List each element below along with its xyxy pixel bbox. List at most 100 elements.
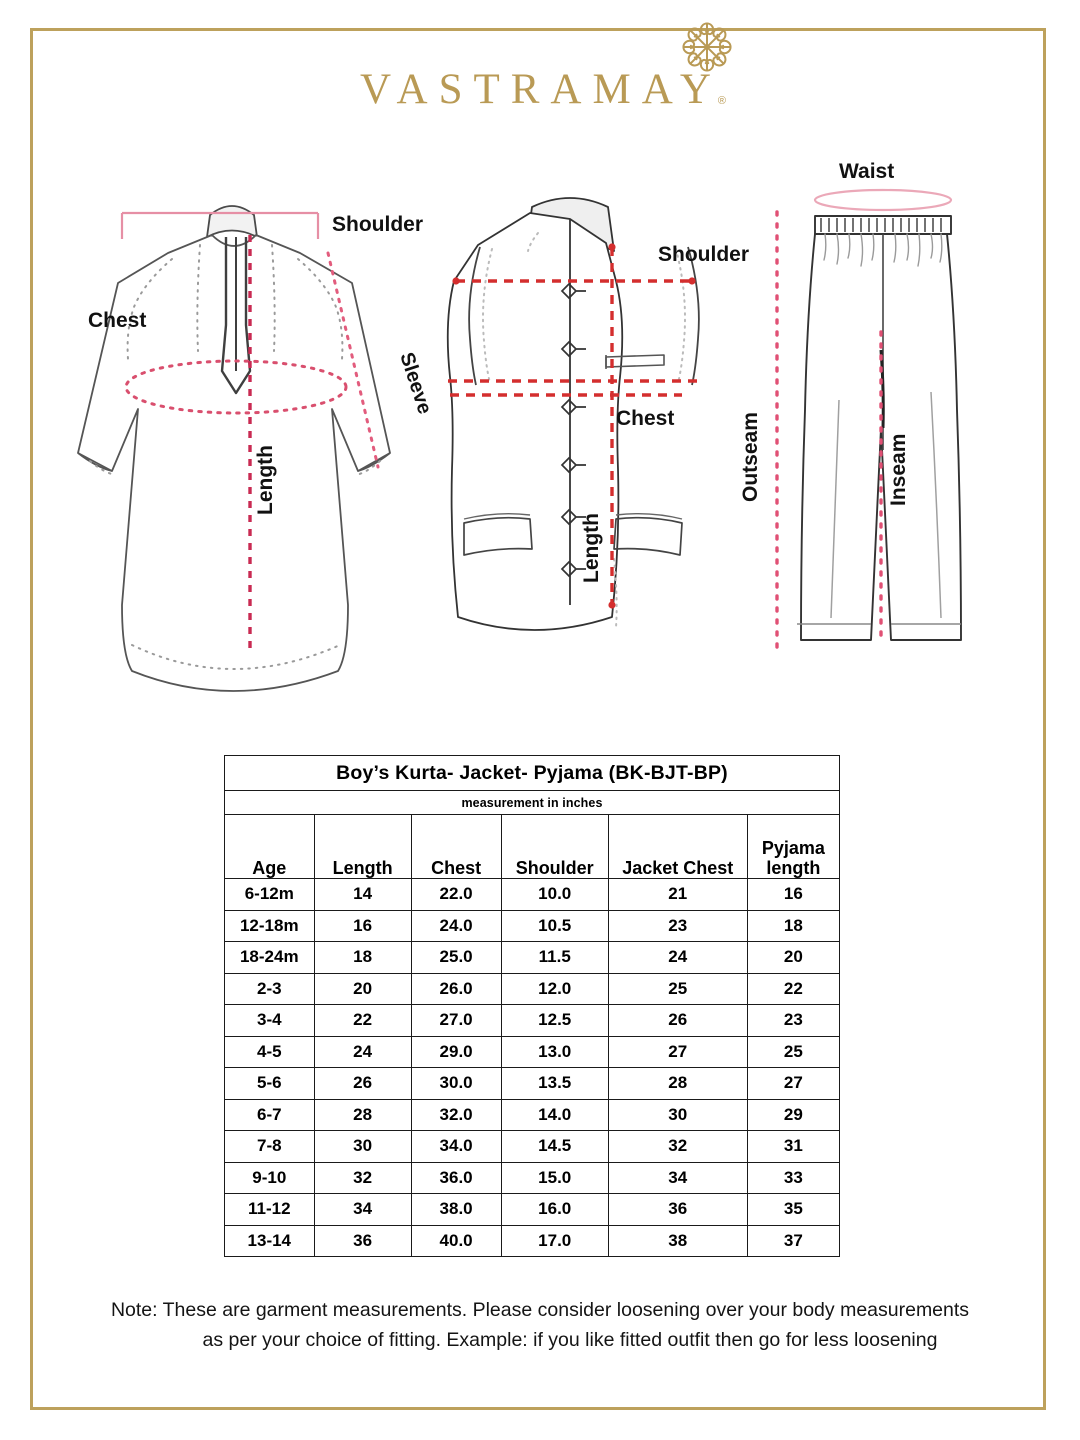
- note-line-1: Note: These are garment measurements. Pl…: [110, 1299, 970, 1321]
- column-header-jacket-chest: Jacket Chest: [607, 814, 748, 879]
- cell-jacket-chest: 38: [607, 1224, 748, 1257]
- cell-length: 34: [313, 1193, 412, 1226]
- cell-pyjama-length: 23: [746, 1004, 841, 1037]
- measurement-note: Note: These are garment measurements. Pl…: [48, 1295, 1032, 1355]
- table-row: 9-10 32 36.0 15.0 34 33: [224, 1161, 841, 1194]
- cell-pyjama-length: 22: [746, 972, 841, 1005]
- cell-pyjama-length: 31: [746, 1130, 841, 1163]
- cell-jacket-chest: 30: [607, 1098, 748, 1131]
- table-row: 2-3 20 26.0 12.0 25 22: [224, 972, 841, 1005]
- pyjama-outseam-label: Outseam: [739, 412, 762, 502]
- pyjama-diagram: Waist Outseam Inseam: [739, 160, 962, 652]
- kurta-diagram: Shoulder Chest Sleeve Length: [77, 205, 436, 692]
- cell-jacket-chest: 25: [607, 972, 748, 1005]
- brand-logo: VASTRAMAY ®: [0, 21, 1080, 144]
- cell-age: 6-12m: [224, 878, 315, 911]
- table-row: 7-8 30 34.0 14.5 32 31: [224, 1130, 841, 1163]
- cell-chest: 24.0: [410, 909, 502, 942]
- cell-chest: 38.0: [410, 1193, 502, 1226]
- column-header-age: Age: [224, 814, 315, 879]
- cell-shoulder: 14.0: [500, 1098, 609, 1131]
- cell-shoulder: 13.5: [500, 1067, 609, 1100]
- cell-length: 18: [313, 941, 412, 974]
- cell-pyjama-length: 33: [746, 1161, 841, 1194]
- jacket-shoulder-label: Shoulder: [658, 243, 749, 266]
- cell-pyjama-length: 25: [746, 1035, 841, 1068]
- cell-jacket-chest: 21: [607, 878, 748, 911]
- cell-jacket-chest: 26: [607, 1004, 748, 1037]
- cell-pyjama-length: 20: [746, 941, 841, 974]
- cell-age: 4-5: [224, 1035, 315, 1068]
- cell-chest: 26.0: [410, 972, 502, 1005]
- jacket-length-label: Length: [580, 513, 603, 583]
- cell-shoulder: 17.0: [500, 1224, 609, 1257]
- pyjama-length-line1: Pyjama: [761, 838, 825, 859]
- cell-length: 16: [313, 909, 412, 942]
- table-row: 5-6 26 30.0 13.5 28 27: [224, 1067, 841, 1100]
- cell-length: 36: [313, 1224, 412, 1257]
- table-row: 6-7 28 32.0 14.0 30 29: [224, 1098, 841, 1131]
- cell-chest: 27.0: [410, 1004, 502, 1037]
- registered-trademark-icon: ®: [717, 94, 726, 107]
- cell-jacket-chest: 24: [607, 941, 748, 974]
- pyjama-waist-label: Waist: [839, 160, 894, 183]
- cell-pyjama-length: 37: [746, 1224, 841, 1257]
- cell-jacket-chest: 32: [607, 1130, 748, 1163]
- cell-age: 5-6: [224, 1067, 315, 1100]
- table-title: Boy’s Kurta- Jacket- Pyjama (BK-BJT-BP): [224, 755, 840, 791]
- cell-age: 3-4: [224, 1004, 315, 1037]
- column-header-length: Length: [313, 814, 412, 879]
- cell-age: 12-18m: [224, 909, 315, 942]
- column-header-pyjama-length: Pyjama length: [746, 814, 841, 879]
- cell-jacket-chest: 23: [607, 909, 748, 942]
- jacket-chest-label: Chest: [616, 407, 674, 430]
- table-row: 6-12m 14 22.0 10.0 21 16: [224, 878, 841, 911]
- cell-chest: 32.0: [410, 1098, 502, 1131]
- cell-jacket-chest: 27: [607, 1035, 748, 1068]
- cell-length: 32: [313, 1161, 412, 1194]
- cell-length: 28: [313, 1098, 412, 1131]
- cell-age: 2-3: [224, 972, 315, 1005]
- cell-chest: 30.0: [410, 1067, 502, 1100]
- cell-length: 20: [313, 972, 412, 1005]
- cell-age: 7-8: [224, 1130, 315, 1163]
- cell-pyjama-length: 16: [746, 878, 841, 911]
- table-row: 4-5 24 29.0 13.0 27 25: [224, 1035, 841, 1068]
- table-row: 18-24m 18 25.0 11.5 24 20: [224, 941, 841, 974]
- table-row: 13-14 36 40.0 17.0 38 37: [224, 1224, 841, 1257]
- cell-pyjama-length: 27: [746, 1067, 841, 1100]
- cell-shoulder: 11.5: [500, 941, 609, 974]
- cell-shoulder: 10.0: [500, 878, 609, 911]
- kurta-shoulder-label: Shoulder: [332, 213, 423, 236]
- size-table-container: Boy’s Kurta- Jacket- Pyjama (BK-BJT-BP) …: [224, 755, 841, 1257]
- cell-shoulder: 15.0: [500, 1161, 609, 1194]
- kurta-chest-label: Chest: [88, 309, 146, 332]
- cell-shoulder: 16.0: [500, 1193, 609, 1226]
- cell-shoulder: 12.5: [500, 1004, 609, 1037]
- kurta-length-label: Length: [254, 445, 277, 515]
- table-header-row: Age Length Chest Shoulder Jacket Chest P…: [224, 814, 841, 879]
- table-row: 11-12 34 38.0 16.0 36 35: [224, 1193, 841, 1226]
- cell-chest: 29.0: [410, 1035, 502, 1068]
- cell-length: 24: [313, 1035, 412, 1068]
- cell-pyjama-length: 35: [746, 1193, 841, 1226]
- cell-pyjama-length: 29: [746, 1098, 841, 1131]
- cell-age: 6-7: [224, 1098, 315, 1131]
- column-header-chest: Chest: [410, 814, 502, 879]
- table-body: 6-12m 14 22.0 10.0 21 16 12-18m 16 24.0 10.5 23 18 1…: [224, 878, 841, 1257]
- pyjama-inseam-label: Inseam: [887, 434, 910, 506]
- size-chart-table: Boy’s Kurta- Jacket- Pyjama (BK-BJT-BP) …: [224, 755, 841, 1257]
- cell-age: 11-12: [224, 1193, 315, 1226]
- cell-length: 30: [313, 1130, 412, 1163]
- cell-jacket-chest: 34: [607, 1161, 748, 1194]
- garment-illustrations: Shoulder Chest Sleeve Length: [0, 150, 1080, 730]
- cell-length: 26: [313, 1067, 412, 1100]
- cell-age: 18-24m: [224, 941, 315, 974]
- cell-shoulder: 12.0: [500, 972, 609, 1005]
- cell-shoulder: 14.5: [500, 1130, 609, 1163]
- cell-length: 14: [313, 878, 412, 911]
- pyjama-length-line2: length: [766, 857, 821, 878]
- table-subtitle-row: measurement in inches: [224, 790, 840, 815]
- cell-chest: 34.0: [410, 1130, 502, 1163]
